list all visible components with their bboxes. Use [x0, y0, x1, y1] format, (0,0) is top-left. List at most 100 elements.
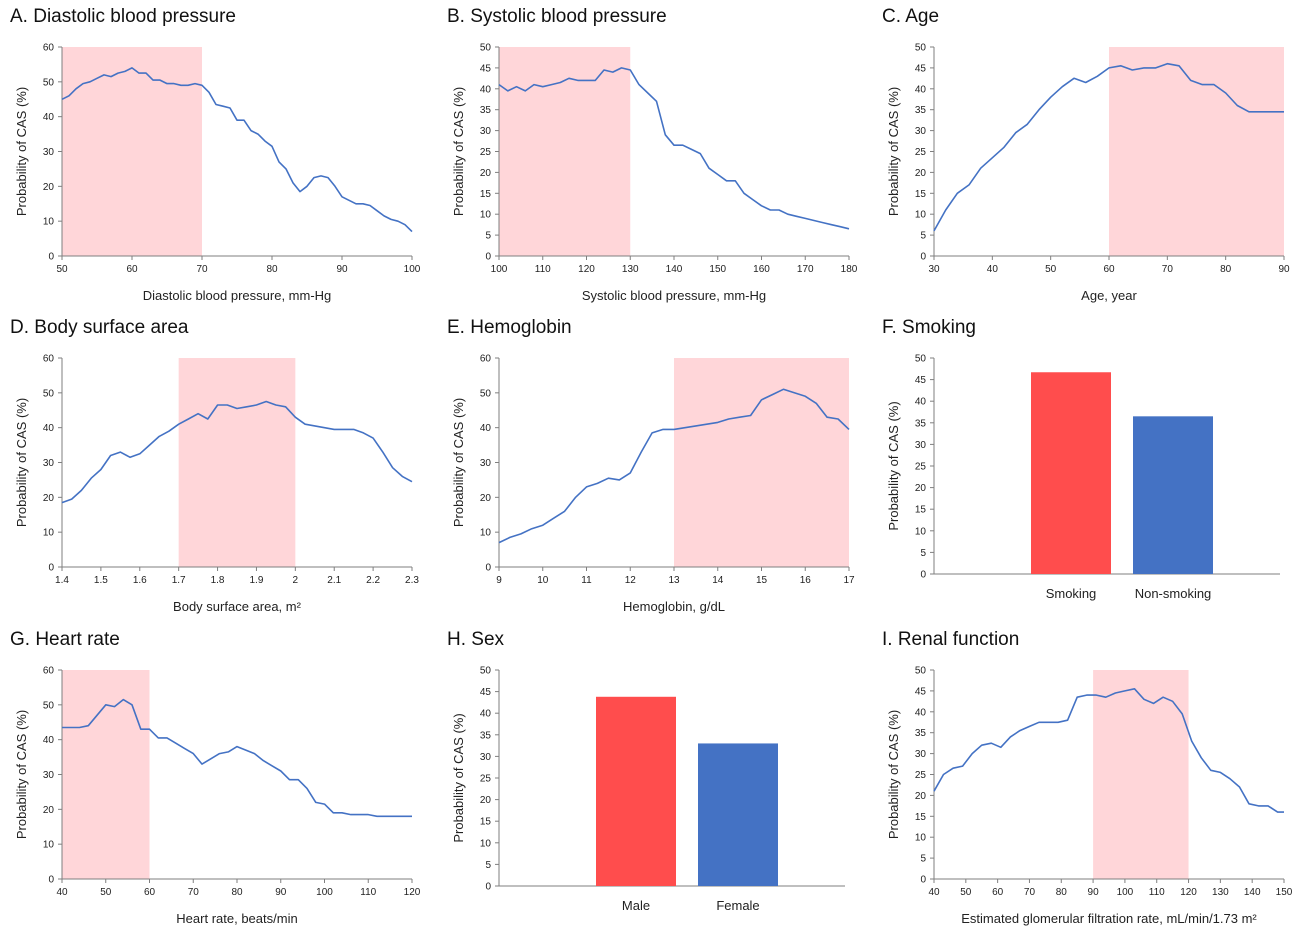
- x-tick-label: 80: [1056, 887, 1068, 898]
- x-tick-label: 60: [992, 887, 1004, 898]
- x-tick-label: 120: [578, 264, 595, 275]
- y-tick-label: 35: [915, 105, 927, 116]
- y-tick-label: 10: [480, 838, 492, 849]
- y-tick-label: 20: [480, 795, 492, 806]
- x-tick-label: 2.1: [327, 575, 341, 586]
- y-tick-label: 0: [48, 563, 54, 574]
- y-tick-label: 0: [920, 875, 926, 886]
- y-tick-label: 10: [915, 833, 927, 844]
- x-tick-label: 12: [625, 575, 637, 586]
- x-tick-label: 120: [1180, 887, 1197, 898]
- highlight-region: [499, 47, 631, 256]
- y-tick-label: 50: [915, 43, 927, 54]
- chart-panel-b: B. Systolic blood pressure 0 5 10 15 20 25 30 3…: [437, 0, 871, 311]
- x-tick-label: 40: [56, 887, 68, 898]
- x-tick-label: 70: [1024, 887, 1036, 898]
- y-tick-label: 15: [480, 817, 492, 828]
- series-line: [61, 400, 413, 504]
- x-tick-label: 140: [666, 264, 683, 275]
- y-axis-label: Probability of CAS (%): [886, 87, 901, 216]
- x-tick-label: 70: [188, 887, 200, 898]
- y-tick-label: 50: [43, 77, 55, 88]
- y-tick-label: 40: [915, 707, 927, 718]
- y-tick-label: 10: [915, 526, 927, 537]
- x-tick-label: 100: [1117, 887, 1134, 898]
- plot-area: 0 10 20 30 40 50 60 50 60 70 80 90 100 Diastolic bloo…: [14, 43, 421, 304]
- y-tick-label: 30: [915, 440, 927, 451]
- y-tick-label: 50: [43, 388, 55, 399]
- x-tick-label: 30: [928, 264, 940, 275]
- x-tick-label: 90: [1088, 887, 1100, 898]
- series-line: [933, 62, 1284, 232]
- x-tick-label: 2.2: [366, 575, 380, 586]
- x-tick-label: 50: [100, 887, 112, 898]
- y-tick-label: 35: [480, 730, 492, 741]
- y-tick-label: 40: [43, 423, 55, 434]
- y-tick-label: 25: [915, 462, 927, 473]
- highlight-region: [62, 47, 202, 256]
- x-tick-label: 90: [275, 887, 287, 898]
- plot-area: 0 5 10 15 20 25 30 35 40 45 50 40 50 60 70 80 90 100 110 12…: [886, 666, 1293, 927]
- chart-panel-h: H. Sex 0 5 10 15 20 25 30 35 40 45 50 Male Female Pro…: [437, 623, 871, 934]
- bar: [698, 743, 778, 886]
- y-tick-label: 0: [920, 252, 926, 263]
- y-tick-label: 30: [480, 126, 492, 137]
- x-axis-label: Body surface area, m²: [173, 599, 302, 614]
- y-tick-label: 50: [915, 354, 927, 365]
- x-tick-label: 14: [712, 575, 724, 586]
- x-tick-label: 16: [800, 575, 812, 586]
- plot-area: 0 5 10 15 20 25 30 35 40 45 50 100 110 120 130 140 150 16…: [451, 43, 858, 304]
- y-tick-label: 50: [480, 666, 492, 677]
- y-tick-label: 0: [920, 570, 926, 581]
- x-tick-label: 50: [1045, 264, 1057, 275]
- x-tick-label: 100: [316, 887, 333, 898]
- x-tick-label: 1.5: [94, 575, 108, 586]
- x-tick-label: 80: [1220, 264, 1232, 275]
- chart-panel-a: A. Diastolic blood pressure 0 10 20 30 40 50 6…: [0, 0, 434, 311]
- x-tick-label: 1.6: [133, 575, 147, 586]
- y-tick-label: 25: [480, 774, 492, 785]
- x-tick-label: 60: [1103, 264, 1115, 275]
- x-category-label: Female: [716, 898, 759, 913]
- x-tick-label: 1.9: [249, 575, 263, 586]
- x-tick-label: 130: [1212, 887, 1229, 898]
- y-tick-label: 45: [915, 63, 927, 74]
- y-tick-label: 20: [915, 168, 927, 179]
- x-tick-label: 60: [144, 887, 156, 898]
- x-tick-label: 1.4: [55, 575, 69, 586]
- x-tick-label: 17: [843, 575, 855, 586]
- y-tick-label: 15: [480, 189, 492, 200]
- y-tick-label: 10: [915, 210, 927, 221]
- x-tick-label: 150: [709, 264, 726, 275]
- y-tick-label: 40: [915, 397, 927, 408]
- y-tick-label: 20: [43, 182, 55, 193]
- x-tick-label: 11: [581, 575, 592, 586]
- y-tick-label: 20: [915, 483, 927, 494]
- y-tick-label: 45: [480, 63, 492, 74]
- chart-title: I. Renal function: [882, 629, 1020, 650]
- y-axis-label: Probability of CAS (%): [451, 87, 466, 216]
- x-tick-label: 9: [496, 575, 502, 586]
- chart-title: D. Body surface area: [10, 317, 189, 338]
- y-tick-label: 45: [480, 687, 492, 698]
- x-axis-label: Estimated glomerular filtration rate, mL…: [961, 911, 1257, 926]
- y-tick-label: 25: [915, 147, 927, 158]
- y-tick-label: 15: [915, 505, 927, 516]
- x-tick-label: 13: [668, 575, 680, 586]
- y-tick-label: 25: [915, 770, 927, 781]
- chart-panel-i: I. Renal function 0 5 10 15 20 25 30 35 40 45 50 40…: [872, 623, 1302, 934]
- x-tick-label: 120: [404, 887, 421, 898]
- x-tick-label: 50: [960, 887, 972, 898]
- x-tick-label: 40: [987, 264, 999, 275]
- plot-area: 0 10 20 30 40 50 60 1.4 1.5 1.6 1.7 1.8 1.9 2 2.1 2.2 2.…: [14, 354, 419, 615]
- y-tick-label: 30: [915, 126, 927, 137]
- chart-title: C. Age: [882, 6, 940, 27]
- x-tick-label: 100: [404, 264, 421, 275]
- y-tick-label: 25: [480, 147, 492, 158]
- chart-title: H. Sex: [447, 629, 505, 650]
- chart-title: E. Hemoglobin: [447, 317, 572, 338]
- y-tick-label: 35: [915, 728, 927, 739]
- x-tick-label: 15: [756, 575, 768, 586]
- y-tick-label: 40: [43, 112, 55, 123]
- x-axis-label: Diastolic blood pressure, mm-Hg: [143, 288, 332, 303]
